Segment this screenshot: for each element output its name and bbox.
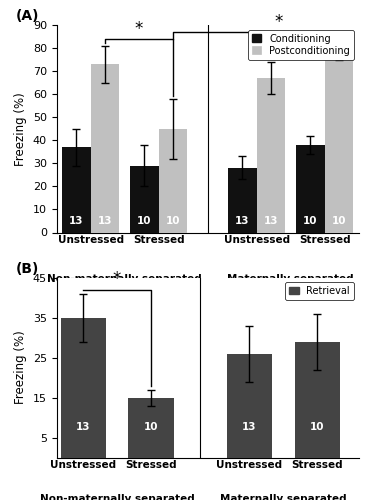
Text: 13: 13 (76, 422, 90, 432)
Text: *: * (135, 20, 143, 38)
Bar (228, 168, 257, 232)
Bar (227, 354, 272, 458)
Bar (158, 128, 187, 232)
Text: 13: 13 (242, 422, 257, 432)
Text: 10: 10 (137, 216, 152, 226)
Bar (130, 166, 158, 232)
Text: (A): (A) (16, 9, 40, 23)
Text: Maternally separated: Maternally separated (220, 494, 347, 500)
Legend: Retrieval: Retrieval (285, 282, 354, 300)
Text: (B): (B) (16, 262, 39, 276)
Bar (62, 147, 91, 232)
Text: 10: 10 (310, 422, 324, 432)
Bar (128, 398, 174, 458)
Text: 13: 13 (69, 216, 83, 226)
Text: Maternally separated: Maternally separated (227, 274, 354, 284)
Text: *: * (113, 270, 121, 288)
Text: 10: 10 (144, 422, 158, 432)
Text: 10: 10 (303, 216, 318, 226)
Text: Non-maternally separated: Non-maternally separated (40, 494, 194, 500)
Bar (295, 342, 340, 458)
Text: Non-maternally separated: Non-maternally separated (47, 274, 202, 284)
Legend: Conditioning, Postconditioning: Conditioning, Postconditioning (248, 30, 354, 60)
Text: *: * (274, 13, 283, 31)
Bar (325, 48, 354, 232)
Text: 10: 10 (166, 216, 180, 226)
Text: 13: 13 (264, 216, 279, 226)
Y-axis label: Freezing (%): Freezing (%) (14, 92, 27, 166)
Bar (257, 78, 285, 233)
Y-axis label: Freezing (%): Freezing (%) (14, 330, 27, 404)
Text: 10: 10 (332, 216, 346, 226)
Bar (296, 145, 325, 233)
Text: 13: 13 (235, 216, 250, 226)
Text: 13: 13 (98, 216, 112, 226)
Bar (60, 318, 106, 458)
Bar (91, 64, 119, 232)
